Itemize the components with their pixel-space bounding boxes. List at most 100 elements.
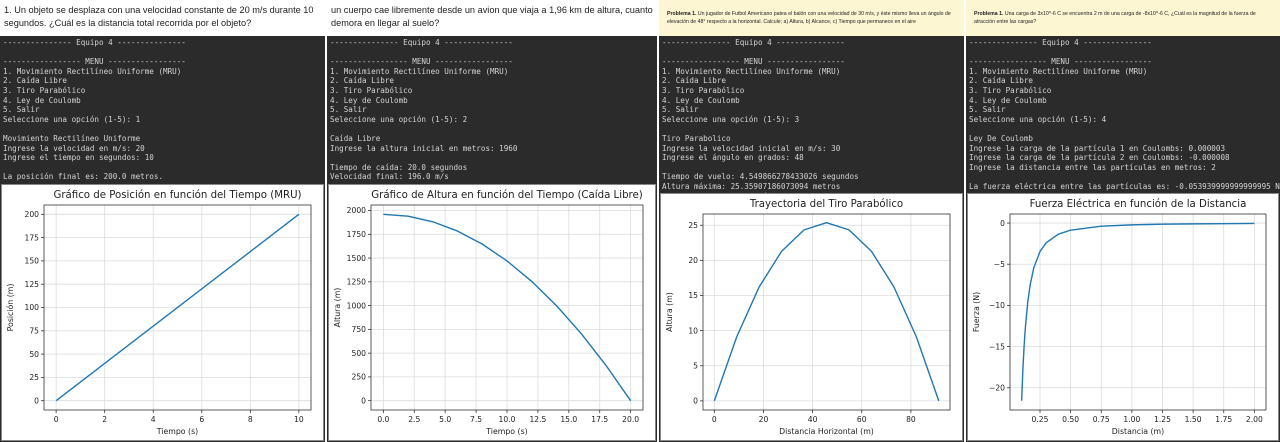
series-line bbox=[383, 213, 632, 402]
terminal-line: --------------- Equipo 4 --------------- bbox=[662, 38, 845, 47]
terminal-line bbox=[662, 48, 961, 58]
terminal-line: 4. Ley de Coulomb bbox=[969, 95, 1047, 105]
terminal-line: La fuerza eléctrica entre las partículas… bbox=[969, 181, 1280, 191]
terminal-line: ----------------- MENU ----------------- bbox=[3, 57, 186, 67]
x-tick-label: 0.50 bbox=[1062, 415, 1079, 424]
x-tick-label: 1.00 bbox=[1123, 415, 1140, 424]
x-tick-label: 10.0 bbox=[499, 415, 516, 424]
y-tick-label: 150 bbox=[25, 257, 40, 266]
terminal-line: 3. Tiro Parabólico bbox=[969, 85, 1052, 95]
x-axis-label: Tiempo (s) bbox=[485, 427, 527, 436]
terminal-line: 5. Salir bbox=[969, 105, 1006, 115]
terminal-line: 1. Movimiento Rectilíneo Uniforme (MRU) bbox=[662, 66, 841, 76]
terminal-line: --------------- Equipo 4 --------------- bbox=[330, 38, 513, 47]
y-tick-label: 1750 bbox=[347, 230, 366, 239]
terminal-line: Seleccione una opción (1-5): 1 bbox=[3, 114, 141, 124]
y-tick-label: 0 bbox=[1000, 219, 1005, 228]
terminal-line: Movimiento Rectilíneo Uniforme bbox=[3, 133, 141, 143]
terminal-line: 1. Movimiento Rectilíneo Uniforme (MRU) bbox=[330, 66, 509, 76]
terminal-line: Ingrese la carga de la partícula 1 en Co… bbox=[969, 143, 1226, 153]
x-tick-label: 20 bbox=[759, 415, 769, 424]
terminal-line: Ingrese el tiempo en segundos: 10 bbox=[3, 153, 154, 163]
terminal-line: ----------------- MENU ----------------- bbox=[969, 57, 1152, 67]
x-tick-label: 40 bbox=[808, 415, 818, 424]
terminal-line bbox=[330, 153, 654, 163]
y-tick-label: 500 bbox=[352, 349, 367, 358]
x-tick-label: 0 bbox=[54, 415, 59, 424]
problem-text: un cuerpo cae libremente desde un avion … bbox=[331, 5, 653, 28]
terminal-line: Ingrese la velocidad en m/s: 20 bbox=[3, 143, 145, 153]
chart-title: Gráfico de Altura en función del Tiempo … bbox=[371, 189, 643, 201]
x-tick-label: 7.5 bbox=[470, 415, 482, 424]
terminal-line: Caída Libre bbox=[330, 133, 381, 143]
terminal-line: Seleccione una opción (1-5): 4 bbox=[969, 114, 1107, 124]
terminal-line: La posición final es: 200.0 metros. bbox=[3, 172, 164, 182]
x-axis-label: Tiempo (s) bbox=[156, 427, 198, 436]
y-tick-label: 75 bbox=[29, 326, 39, 335]
terminal-line bbox=[3, 124, 322, 134]
x-tick-label: 8 bbox=[248, 415, 253, 424]
terminal-line: 5. Salir bbox=[330, 105, 367, 115]
terminal-line bbox=[3, 48, 322, 58]
chart-svg: Fuerza Eléctrica en función de la Distan… bbox=[972, 198, 1267, 436]
y-axis-label: Altura (m) bbox=[333, 288, 342, 328]
terminal-line: Seleccione una opción (1-5): 2 bbox=[330, 114, 468, 124]
problem-text: Un jugador de Futbol Americano patea el … bbox=[667, 11, 951, 25]
chart-svg: Trayectoria del Tiro Parabólico 0 20 40 60 80… bbox=[665, 198, 951, 436]
terminal-line: 1. Movimiento Rectilíneo Uniforme (MRU) bbox=[3, 66, 182, 76]
x-tick-label: 60 bbox=[857, 415, 867, 424]
x-tick-label: 10 bbox=[294, 415, 304, 424]
y-tick-label: 1500 bbox=[347, 254, 366, 263]
y-tick-label: 5 bbox=[693, 361, 698, 370]
terminal-line: 4. Ley de Coulomb bbox=[3, 95, 81, 105]
chart-title: Fuerza Eléctrica en función de la Distan… bbox=[1030, 198, 1247, 210]
terminal-line: 2. Caída Libre bbox=[969, 76, 1034, 86]
terminal-line: Velocidad final: 196.0 m/s bbox=[330, 172, 449, 182]
x-tick-label: 80 bbox=[906, 415, 916, 424]
y-axis-label: Fuerza (N) bbox=[972, 292, 981, 332]
x-axis-label: Distancia Horizontal (m) bbox=[779, 427, 874, 436]
terminal-line: 1. Movimiento Rectilíneo Uniforme (MRU) bbox=[969, 66, 1148, 76]
series-line bbox=[713, 222, 940, 402]
y-axis-label: Posición (m) bbox=[6, 284, 15, 332]
x-axis-label: Distancia (m) bbox=[1112, 427, 1164, 436]
terminal-line bbox=[969, 172, 1277, 182]
y-tick-label: 200 bbox=[25, 210, 40, 219]
x-tick-label: 0.75 bbox=[1093, 415, 1110, 424]
x-tick-label: 0.0 bbox=[377, 415, 389, 424]
chart-figure: Fuerza Eléctrica en función de la Distan… bbox=[967, 193, 1279, 441]
terminal-line: 2. Caída Libre bbox=[662, 76, 727, 86]
terminal-line: 4. Ley de Coulomb bbox=[662, 95, 740, 105]
terminal-line bbox=[969, 48, 1277, 58]
terminal-line bbox=[3, 163, 322, 173]
chart-title: Trayectoria del Tiro Parabólico bbox=[749, 198, 903, 210]
problem-label: Problema 1. bbox=[974, 11, 1004, 17]
plot-area bbox=[702, 213, 951, 411]
x-tick-label: 6 bbox=[199, 415, 204, 424]
terminal-line: 5. Salir bbox=[662, 105, 699, 115]
y-tick-label: 1250 bbox=[347, 278, 366, 287]
x-tick-label: 2.00 bbox=[1246, 415, 1263, 424]
terminal-line: 3. Tiro Parabólico bbox=[330, 85, 413, 95]
y-tick-label: 100 bbox=[25, 303, 40, 312]
chart-figure: Gráfico de Altura en función del Tiempo … bbox=[328, 184, 656, 441]
terminal-line bbox=[662, 163, 961, 173]
terminal-line bbox=[330, 48, 654, 58]
y-tick-label: 125 bbox=[25, 280, 40, 289]
terminal-line: Tiempo de caída: 20.0 segundos bbox=[330, 162, 468, 172]
chart-figure: Trayectoria del Tiro Parabólico 0 20 40 60 80… bbox=[660, 193, 963, 441]
terminal-line: 3. Tiro Parabólico bbox=[662, 85, 745, 95]
y-tick-label: 25 bbox=[688, 221, 698, 230]
plot-area bbox=[1009, 213, 1267, 411]
problem-statement: Problema 1. Un jugador de Futbol America… bbox=[659, 0, 964, 36]
panel-2: un cuerpo cae libremente desde un avion … bbox=[327, 0, 657, 442]
y-tick-label: 175 bbox=[25, 233, 40, 242]
y-tick-label: 0 bbox=[34, 396, 39, 405]
terminal-output: --------------- Equipo 4 ---------------… bbox=[327, 36, 657, 184]
terminal-line: 4. Ley de Coulomb bbox=[330, 95, 408, 105]
y-tick-label: 2000 bbox=[347, 206, 366, 215]
x-tick-label: 17.5 bbox=[591, 415, 608, 424]
series-line bbox=[55, 213, 300, 402]
problem-label: Problema 1. bbox=[667, 11, 697, 17]
terminal-line: Altura máxima: 25.35907186073094 metros bbox=[662, 181, 841, 191]
